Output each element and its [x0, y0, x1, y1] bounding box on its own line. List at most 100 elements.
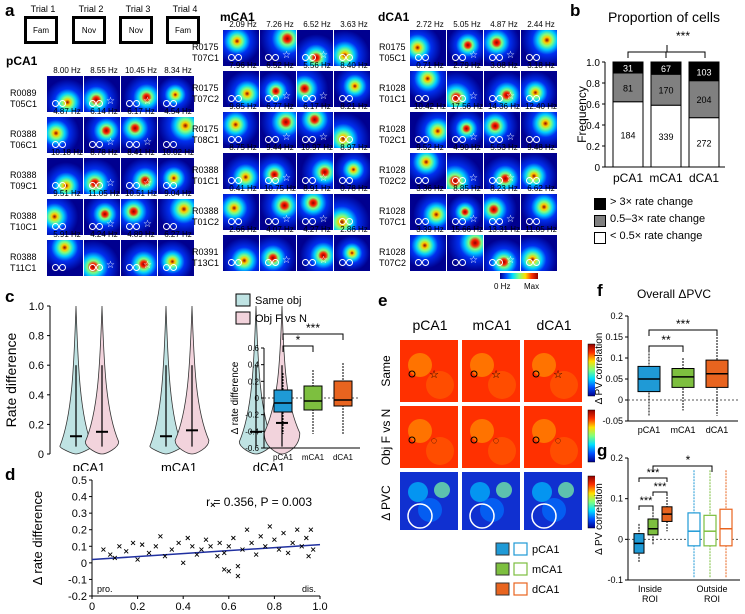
cell-id-label: R0391	[192, 247, 219, 257]
scatter-point	[123, 548, 129, 554]
object-star-icon: ☆	[319, 173, 328, 184]
inset-y-tick-label: -0.6	[245, 444, 259, 453]
object-circle-icon	[339, 95, 346, 102]
object-star-icon: ☆	[106, 260, 115, 271]
pv-map-blob	[408, 482, 428, 502]
x-tick-label: pCA1	[73, 460, 106, 471]
legend-label: pCA1	[532, 544, 560, 556]
significance-bracket	[627, 45, 706, 58]
rate-map	[158, 76, 194, 112]
bar-count-label: 103	[696, 67, 711, 77]
object-circle-icon	[459, 54, 466, 61]
scatter-point	[146, 550, 152, 556]
rate-map: ☆	[260, 30, 296, 66]
scatter-point	[190, 543, 195, 549]
object-circle-icon	[489, 95, 496, 102]
object-circle-icon	[452, 218, 459, 225]
firing-rate-label: 4.07 Hz	[266, 225, 294, 234]
object-circle-icon	[339, 259, 346, 266]
firing-rate-label: 2.66 Hz	[229, 225, 257, 234]
firing-rate-label: 8.40 Hz	[340, 61, 368, 70]
rate-map: ☆	[297, 235, 333, 271]
cell-id-label: R0175	[192, 124, 219, 134]
cell-id-label: R0175	[192, 83, 219, 93]
significance-stars: ***	[654, 481, 668, 493]
object-star-icon: ☆	[491, 369, 501, 381]
object-circle-icon	[489, 259, 496, 266]
object-circle-icon	[496, 177, 503, 184]
firing-rate-label: 6.52 Hz	[303, 20, 331, 29]
rate-map	[47, 240, 83, 276]
firing-rate-label: 8.91 Hz	[303, 184, 331, 193]
object-circle-icon	[126, 264, 133, 271]
firing-rate-label: 8.00 Hz	[53, 66, 81, 75]
object-circle-icon	[489, 54, 496, 61]
firing-rate-label: 15.66 Hz	[450, 225, 484, 234]
object-circle-icon	[163, 141, 170, 148]
legend-swatch-open	[513, 562, 528, 576]
object-circle-icon	[59, 100, 66, 107]
object-star-icon: ☆	[506, 91, 515, 102]
y-tick-label: 0.05	[605, 374, 623, 384]
firing-rate-label: 12.40 Hz	[524, 102, 558, 111]
firing-rate-label: 6.17 Hz	[303, 102, 331, 111]
rate-map	[410, 30, 446, 66]
inset-box	[273, 389, 293, 413]
object-circle-icon	[96, 182, 103, 189]
panel-label-c: c	[5, 287, 15, 306]
object-star-icon: ☆	[143, 260, 152, 271]
object-star-icon: ☆	[469, 255, 478, 266]
object-star-icon: ☆	[319, 214, 328, 225]
scatter-point	[226, 568, 232, 574]
scatter-point	[235, 573, 241, 579]
rate-map	[223, 153, 259, 189]
rate-map: ☆	[84, 199, 120, 235]
bar-segment	[612, 101, 644, 168]
object-circle-icon	[272, 218, 279, 225]
object-circle-icon	[96, 141, 103, 148]
object-circle-icon	[533, 218, 540, 225]
bar-segment	[688, 61, 720, 82]
scatter-point	[217, 540, 222, 546]
object-star-icon: ☆	[429, 369, 439, 381]
firing-rate-label: 0.41 Hz	[229, 184, 257, 193]
firing-rate-label: 13.31 Hz	[487, 225, 521, 234]
object-circle-icon	[526, 177, 533, 184]
x-tick-label: 0.6	[221, 601, 236, 613]
object-circle-icon	[415, 95, 422, 102]
pv-map-blob	[408, 419, 432, 443]
object-circle-icon	[235, 218, 242, 225]
significance-bracket	[648, 329, 718, 336]
object-circle-icon	[309, 136, 316, 143]
object-circle-icon	[272, 95, 279, 102]
rate-map	[223, 30, 259, 66]
firing-rate-label: 5.91 Hz	[53, 230, 81, 239]
scatter-point	[215, 553, 220, 559]
firing-rate-label: 10.51 Hz	[124, 189, 158, 198]
object-circle-icon	[163, 264, 170, 271]
firing-rate-label: 6.14 Hz	[90, 107, 118, 116]
object-star-icon: ☆	[143, 178, 152, 189]
y-tick-label: 0.2	[586, 142, 600, 153]
firing-rate-label: 7.26 Hz	[266, 20, 294, 29]
pv-map-blob	[470, 482, 490, 502]
object-circle-icon	[452, 95, 459, 102]
legend-label: dCA1	[532, 584, 560, 596]
object-star-icon: ☆	[506, 214, 515, 225]
rate-map: ☆	[447, 194, 483, 230]
object-circle-icon	[59, 141, 66, 148]
object-circle-icon	[96, 100, 103, 107]
object-circle-icon	[496, 136, 503, 143]
pv-map-blob	[408, 353, 432, 377]
rate-map	[521, 153, 557, 189]
scatter-point	[210, 502, 216, 508]
legend-swatch-filled	[495, 582, 510, 596]
group-label: Inside	[638, 584, 662, 594]
trial-label: Trial 3	[125, 4, 151, 14]
object-circle-icon	[459, 218, 466, 225]
panel-label-g: g	[597, 441, 608, 460]
cell-id-label: T01C1	[192, 176, 220, 186]
scatter-point	[262, 543, 268, 549]
object-circle-icon	[309, 259, 316, 266]
